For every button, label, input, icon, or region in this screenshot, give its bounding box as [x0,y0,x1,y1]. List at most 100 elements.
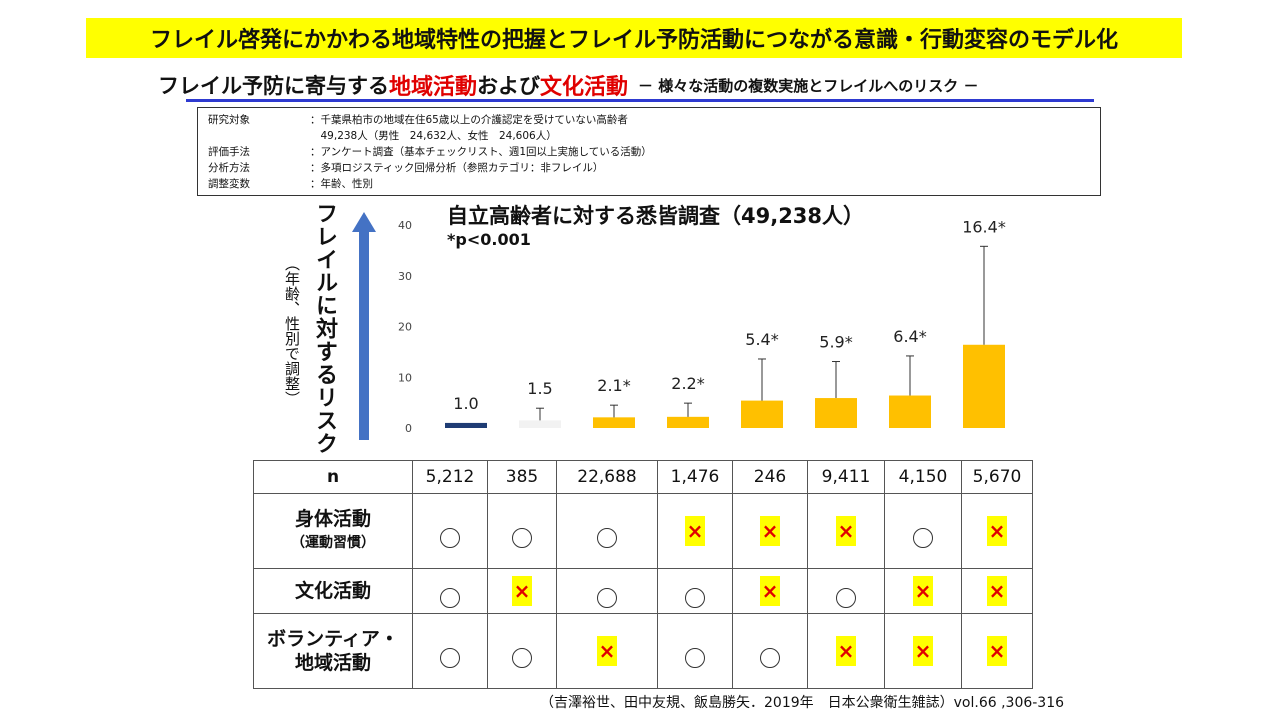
subtitle: フレイル予防に寄与する 地域活動 および 文化活動 － 様々な活動の複数実施とフレイルへ… [158,70,1128,100]
circle-mark-icon: ○ [597,588,617,608]
risk-up-arrow-icon [352,212,376,440]
table-row: 身体活動 （運動習慣） ○ ○ ○ × × × ○ × [253,493,1033,569]
subtitle-part3: および [477,74,541,98]
n-value: 22,688 [556,460,658,494]
activity-label: 文化活動 [294,580,371,602]
n-value: 1,476 [657,460,733,494]
methods-row: 49,238人（男性 24,632人、女性 24,606人） [208,128,1090,144]
table-row-n: n 5,212 385 22,688 1,476 246 9,411 4,150 5,670 [253,460,1033,494]
bar-7 [889,395,931,428]
activity-cell: ○ [807,568,885,614]
methods-value: ：アンケート調査（基本チェックリスト、週1回以上実施している活動） [310,146,652,158]
methods-box: 研究対象 ：千葉県柏市の地域在住65歳以上の介護認定を受けていない高齢者 49,2… [197,107,1101,196]
methods-row: 分析方法 ：多項ロジスティック回帰分析（参照カテゴリ：非フレイル） [208,160,1090,176]
y-tick-label: 20 [398,321,412,334]
subtitle-highlight-culture: 文化活動 [540,75,629,100]
activity-cell: ○ [487,613,557,689]
methods-label: 分析方法 [208,162,250,174]
main-title-banner: フレイル啓発にかかわる地域特性の把握とフレイル予防活動につながる意識・行動変容の… [86,18,1182,58]
bar-3 [593,417,635,428]
cross-mark-icon: × [836,636,856,666]
activity-cell: ○ [556,568,658,614]
chart-title: 自立高齢者に対する悉皆調査（49,238人） [447,204,865,228]
circle-mark-icon: ○ [685,588,705,608]
activity-cell: ○ [884,493,962,569]
activity-cell: ○ [657,613,733,689]
activity-cell: × [807,613,885,689]
cross-mark-icon: × [913,636,933,666]
activity-cell: × [732,568,808,614]
methods-label: 研究対象 [208,114,250,126]
bar-8 [963,344,1005,428]
activity-cell: × [487,568,557,614]
n-value: 246 [732,460,808,494]
activity-sublabel: （運動習慣） [291,535,375,551]
circle-mark-icon: ○ [685,648,705,668]
bar-6 [815,398,857,428]
data-label-8: 16.4* [962,217,1006,236]
activity-cell: ○ [412,493,488,569]
data-label-7: 6.4* [893,327,926,346]
activity-row-header: 身体活動 （運動習慣） [253,493,413,569]
bar-2 [519,420,561,428]
circle-mark-icon: ○ [760,648,780,668]
activity-cell: × [884,613,962,689]
y-axis-label: フレイルに対するリスク [312,202,337,455]
n-value: 4,150 [884,460,962,494]
citation: （吉澤裕世、田中友規、飯島勝矢．2019年 日本公衆衛生雑誌）vol.66 ,3… [540,695,1065,711]
cross-mark-icon: × [987,636,1007,666]
activity-label: ボランティア・ [267,628,399,650]
methods-value: ：多項ロジスティック回帰分析（参照カテゴリ：非フレイル） [310,162,604,174]
n-value: 5,212 [412,460,488,494]
n-value: 9,411 [807,460,885,494]
bar-1 [445,422,487,428]
activity-cell: × [807,493,885,569]
circle-mark-icon: ○ [512,528,532,548]
methods-label: 評価手法 [208,146,250,158]
cross-mark-icon: × [760,576,780,606]
n-header: n [253,460,413,494]
y-tick-label: 10 [398,371,412,384]
subtitle-tagline: － 様々な活動の複数実施とフレイルへのリスク － [638,76,979,95]
data-label-6: 5.9* [819,333,852,352]
activity-cell: × [961,613,1033,689]
cross-mark-icon: × [512,576,532,606]
activity-cell: ○ [732,613,808,689]
circle-mark-icon: ○ [440,528,460,548]
methods-row: 研究対象 ：千葉県柏市の地域在住65歳以上の介護認定を受けていない高齢者 [208,112,1090,128]
cross-mark-icon: × [597,636,617,666]
activity-cell: ○ [556,493,658,569]
activity-cell: ○ [657,568,733,614]
n-value: 5,670 [961,460,1033,494]
circle-mark-icon: ○ [597,528,617,548]
cross-mark-icon: × [987,516,1007,546]
methods-value: ：年齢、性別 [310,178,373,190]
cross-mark-icon: × [987,576,1007,606]
methods-value: 49,238人（男性 24,632人、女性 24,606人） [310,130,557,142]
activity-row-header: 文化活動 [253,568,413,614]
data-label-4: 2.2* [671,374,704,393]
chart-note: *p<0.001 [447,230,531,249]
activity-cell: × [657,493,733,569]
cross-mark-icon: × [685,516,705,546]
data-label-1: 1.0 [453,394,478,413]
activity-row-header: ボランティア・ 地域活動 [253,613,413,689]
subtitle-part1: フレイル予防に寄与する [158,74,389,98]
activity-label: 身体活動 [294,508,371,530]
circle-mark-icon: ○ [836,588,856,608]
y-tick-label: 0 [405,422,412,435]
data-label-5: 5.4* [745,330,778,349]
activity-cell: × [961,568,1033,614]
methods-row: 調整変数 ：年齢、性別 [208,176,1090,192]
activity-cell: × [732,493,808,569]
methods-row: 評価手法 ：アンケート調査（基本チェックリスト、週1回以上実施している活動） [208,144,1090,160]
bar-4 [667,416,709,428]
subtitle-highlight-community: 地域活動 [389,75,478,100]
activity-cell: ○ [412,568,488,614]
risk-bar-chart: 0 10 20 30 40 1.0 1.5 2.1* 2.2* 5.4* 5.9* 6.4* 16.4* [398,217,1006,435]
subtitle-underline [186,99,1094,102]
main-title: フレイル啓発にかかわる地域特性の把握とフレイル予防活動につながる意識・行動変容の… [149,28,1118,53]
circle-mark-icon: ○ [913,528,933,548]
circle-mark-icon: ○ [440,588,460,608]
table-row: 文化活動 ○ × ○ ○ × ○ × × [253,568,1033,614]
